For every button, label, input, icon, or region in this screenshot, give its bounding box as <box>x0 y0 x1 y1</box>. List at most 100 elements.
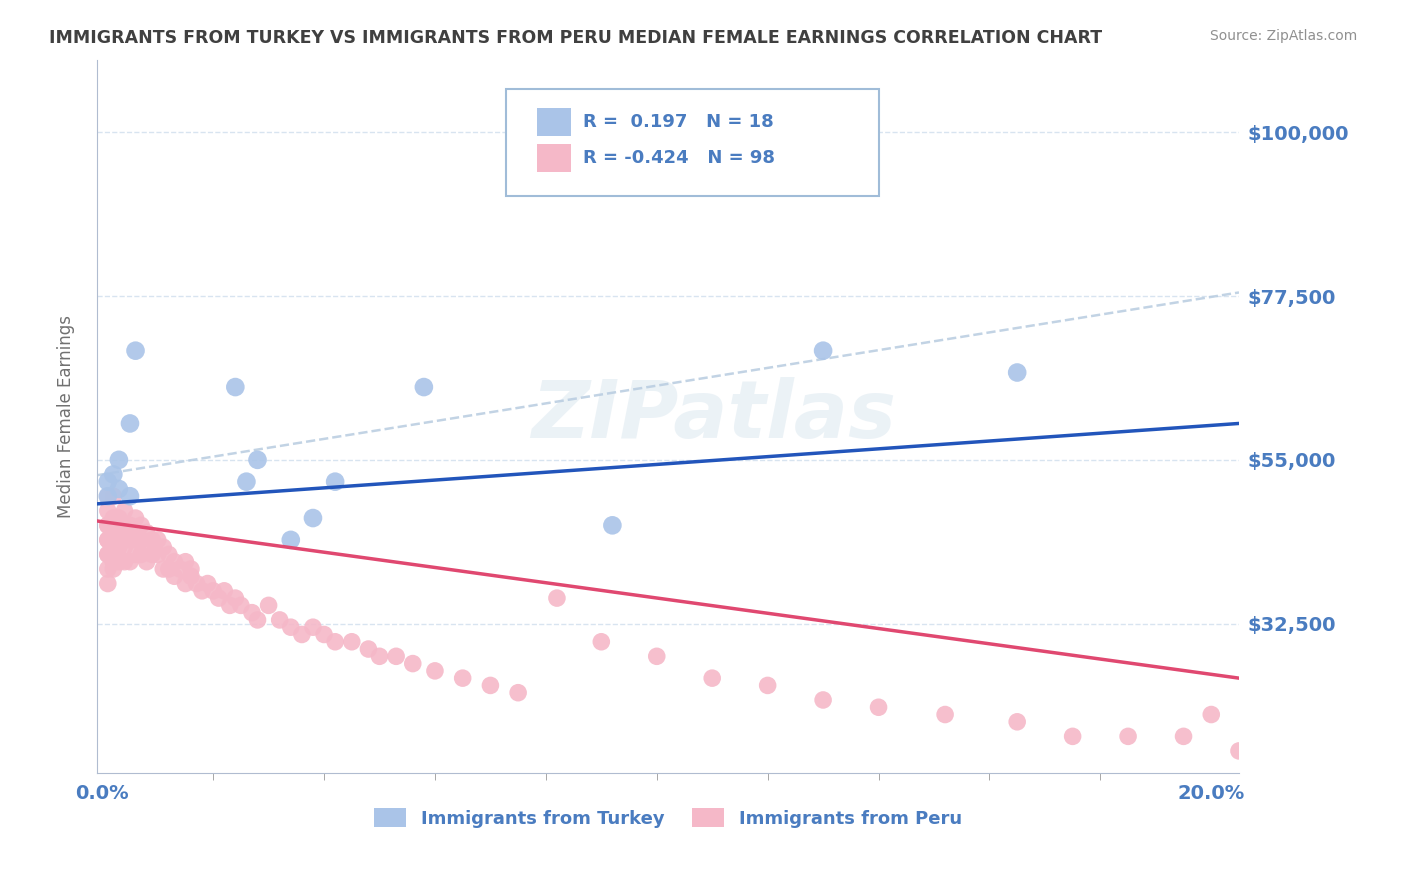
Point <box>163 569 186 583</box>
Point <box>1227 744 1250 758</box>
Point <box>246 613 269 627</box>
Point <box>186 576 208 591</box>
Legend: Immigrants from Turkey, Immigrants from Peru: Immigrants from Turkey, Immigrants from … <box>367 801 969 835</box>
Point <box>124 343 146 358</box>
Point <box>97 489 120 503</box>
Text: R =  0.197   N = 18: R = 0.197 N = 18 <box>583 113 775 131</box>
Point <box>811 343 834 358</box>
Point <box>97 475 120 489</box>
Point <box>645 649 668 664</box>
Point <box>152 562 174 576</box>
Point <box>114 518 136 533</box>
Point <box>108 511 131 525</box>
Point <box>756 678 779 692</box>
Point <box>1199 707 1222 722</box>
Point <box>152 540 174 554</box>
Point <box>97 548 120 562</box>
Point <box>103 525 125 540</box>
Point <box>191 583 214 598</box>
Y-axis label: Median Female Earnings: Median Female Earnings <box>58 315 75 517</box>
Point <box>702 671 724 685</box>
Point <box>118 417 141 431</box>
Point <box>97 533 120 547</box>
Point <box>868 700 890 714</box>
Point <box>423 664 446 678</box>
Point <box>224 591 246 606</box>
Point <box>224 380 246 394</box>
Point <box>302 620 325 634</box>
Point <box>141 548 163 562</box>
Point <box>212 583 235 598</box>
Point <box>135 555 157 569</box>
Point <box>246 453 269 467</box>
Point <box>103 540 125 554</box>
Point <box>141 533 163 547</box>
Point <box>811 693 834 707</box>
Point <box>174 555 197 569</box>
Point <box>118 489 141 503</box>
Point <box>114 540 136 554</box>
Point <box>97 576 120 591</box>
Point <box>163 555 186 569</box>
Point <box>108 525 131 540</box>
Point <box>385 649 408 664</box>
Point <box>129 533 152 547</box>
Point <box>97 504 120 518</box>
Point <box>103 511 125 525</box>
Point <box>124 548 146 562</box>
Point <box>291 627 314 641</box>
Point <box>114 504 136 518</box>
Text: IMMIGRANTS FROM TURKEY VS IMMIGRANTS FROM PERU MEDIAN FEMALE EARNINGS CORRELATIO: IMMIGRANTS FROM TURKEY VS IMMIGRANTS FRO… <box>49 29 1102 46</box>
Point <box>124 533 146 547</box>
Point <box>146 533 169 547</box>
Point <box>312 627 335 641</box>
Point <box>97 548 120 562</box>
Point <box>157 548 180 562</box>
Text: Source: ZipAtlas.com: Source: ZipAtlas.com <box>1209 29 1357 43</box>
Point <box>323 475 346 489</box>
Point <box>124 511 146 525</box>
Point <box>103 533 125 547</box>
Point <box>129 548 152 562</box>
Point <box>174 576 197 591</box>
Point <box>118 525 141 540</box>
Point <box>1005 714 1028 729</box>
Point <box>108 518 131 533</box>
Point <box>479 678 502 692</box>
Point <box>97 533 120 547</box>
Point <box>1116 730 1139 744</box>
Point <box>135 540 157 554</box>
Point <box>103 562 125 576</box>
Point <box>340 634 363 648</box>
Point <box>546 591 568 606</box>
Point <box>103 555 125 569</box>
Point <box>202 583 225 598</box>
Point <box>103 540 125 554</box>
Point <box>323 634 346 648</box>
Point <box>235 475 257 489</box>
Point <box>180 562 202 576</box>
Point <box>451 671 474 685</box>
Point <box>108 555 131 569</box>
Point <box>114 533 136 547</box>
Point <box>229 599 252 613</box>
Point <box>508 686 530 700</box>
Point <box>118 533 141 547</box>
Point <box>197 576 219 591</box>
Point <box>169 562 191 576</box>
Point <box>118 555 141 569</box>
Point <box>934 707 956 722</box>
Point <box>1062 730 1084 744</box>
Point <box>208 591 231 606</box>
Point <box>118 518 141 533</box>
Point <box>97 562 120 576</box>
Point <box>97 518 120 533</box>
Point <box>103 467 125 482</box>
Point <box>108 453 131 467</box>
Point <box>114 555 136 569</box>
Point <box>108 482 131 496</box>
Point <box>129 518 152 533</box>
Point <box>157 562 180 576</box>
Point <box>280 533 302 547</box>
Text: ZIPatlas: ZIPatlas <box>531 377 896 455</box>
